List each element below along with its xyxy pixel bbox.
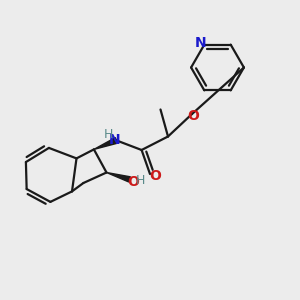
Polygon shape [106,172,130,182]
Polygon shape [94,138,118,149]
Text: O: O [188,109,200,122]
Text: O: O [149,169,161,183]
Text: N: N [109,133,121,147]
Text: H: H [136,174,145,188]
Text: H: H [104,128,114,142]
Text: O: O [128,175,140,189]
Text: N: N [195,36,206,50]
